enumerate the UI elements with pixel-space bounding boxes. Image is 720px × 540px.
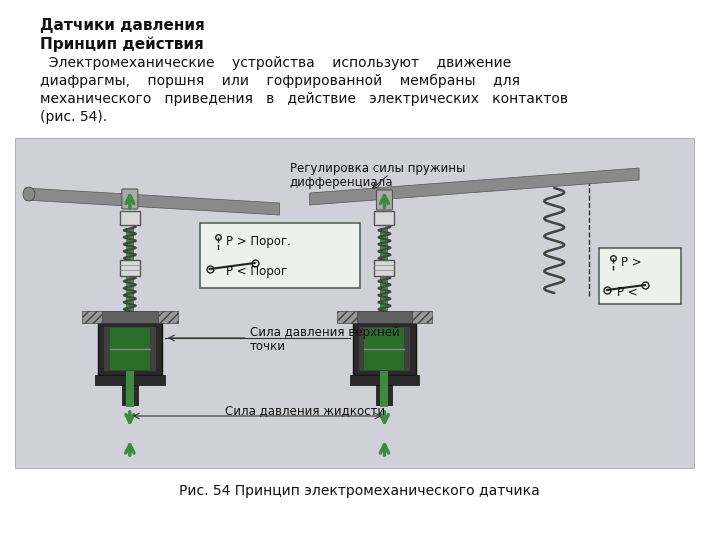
FancyBboxPatch shape xyxy=(374,211,395,225)
Bar xyxy=(380,228,389,321)
Ellipse shape xyxy=(23,187,35,201)
FancyBboxPatch shape xyxy=(374,260,395,276)
Bar xyxy=(353,323,416,375)
Text: Сила давления верхней: Сила давления верхней xyxy=(250,326,400,339)
Bar xyxy=(377,385,392,405)
Polygon shape xyxy=(25,188,279,215)
Text: механического   приведения   в   действие   электрических   контактов: механического приведения в действие элек… xyxy=(40,92,568,106)
Text: P > Порог.: P > Порог. xyxy=(225,235,291,248)
Text: Регулировка силы пружины: Регулировка силы пружины xyxy=(289,162,465,175)
Polygon shape xyxy=(310,168,639,205)
Bar xyxy=(82,311,102,323)
Text: Датчики давления: Датчики давления xyxy=(40,18,204,33)
Bar xyxy=(95,375,165,385)
Text: (рис. 54).: (рис. 54). xyxy=(40,110,107,124)
Bar xyxy=(336,311,356,323)
Bar xyxy=(126,371,134,407)
Text: P < Порог: P < Порог xyxy=(225,265,287,278)
Bar xyxy=(413,311,433,323)
Bar xyxy=(380,371,389,407)
Bar xyxy=(356,311,413,323)
Bar xyxy=(126,228,134,321)
Bar xyxy=(359,327,410,371)
Text: дифференциала: дифференциала xyxy=(289,176,393,189)
Bar xyxy=(122,385,138,405)
Text: P >: P > xyxy=(621,256,642,269)
Bar xyxy=(364,328,405,370)
Bar xyxy=(102,311,158,323)
Text: Электромеханические    устройства    используют    движение: Электромеханические устройства использую… xyxy=(40,56,511,70)
Text: диафрагмы,    поршня    или    гофрированной    мембраны    для: диафрагмы, поршня или гофрированной мемб… xyxy=(40,74,520,88)
Bar xyxy=(15,138,694,468)
FancyBboxPatch shape xyxy=(120,260,140,276)
Bar xyxy=(110,328,150,370)
Text: Сила давления жидкости: Сила давления жидкости xyxy=(225,404,384,417)
FancyBboxPatch shape xyxy=(599,248,681,304)
FancyBboxPatch shape xyxy=(377,190,392,210)
FancyBboxPatch shape xyxy=(120,211,140,225)
Bar xyxy=(98,323,162,375)
Text: P <: P < xyxy=(617,286,638,299)
Bar xyxy=(158,311,178,323)
FancyBboxPatch shape xyxy=(122,189,138,209)
Bar xyxy=(104,327,156,371)
FancyBboxPatch shape xyxy=(199,223,359,288)
Text: Принцип действия: Принцип действия xyxy=(40,36,204,51)
Bar xyxy=(349,375,420,385)
Text: точки: точки xyxy=(250,340,286,353)
Text: Рис. 54 Принцип электромеханического датчика: Рис. 54 Принцип электромеханического дат… xyxy=(179,484,540,498)
